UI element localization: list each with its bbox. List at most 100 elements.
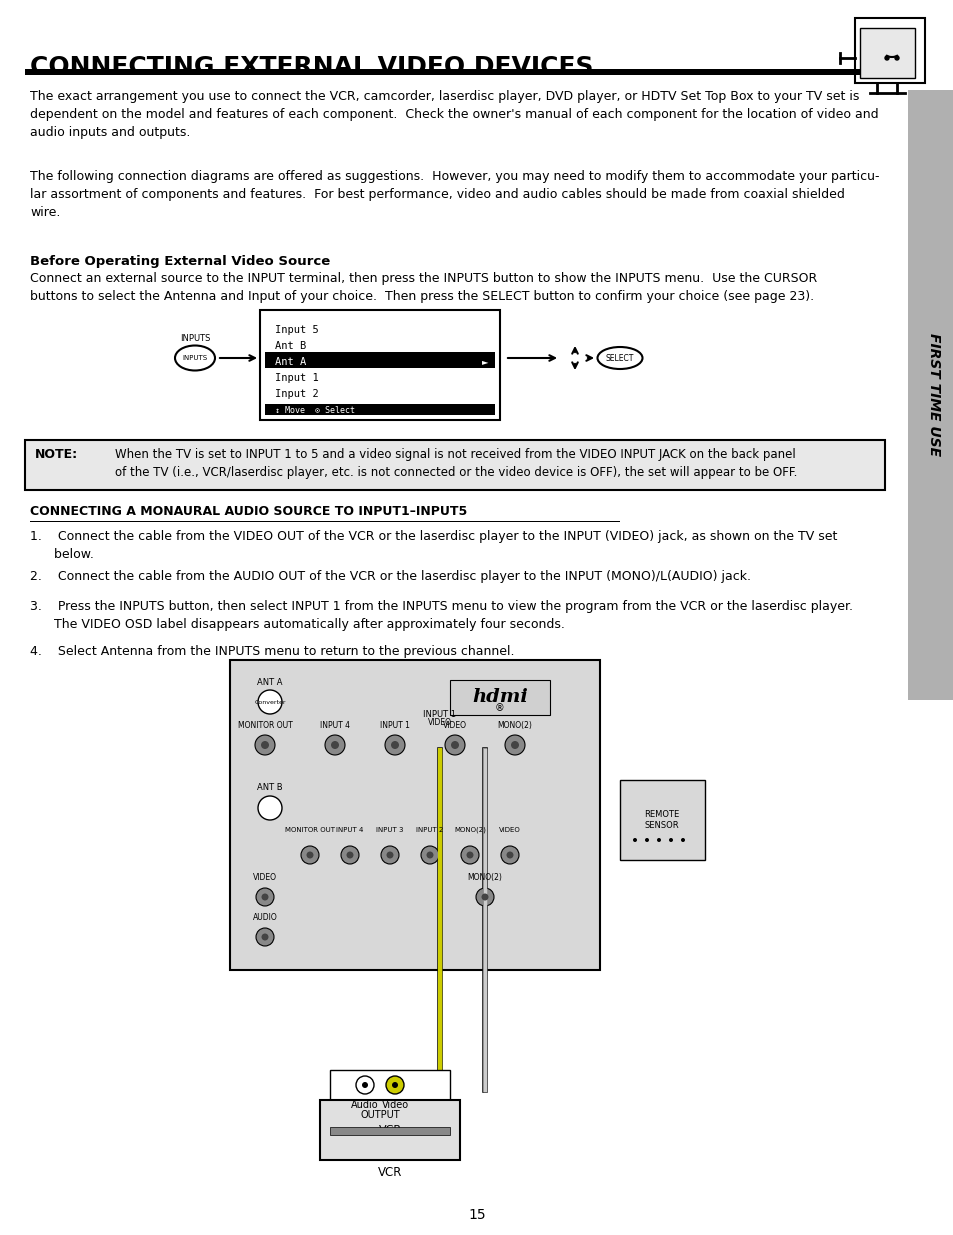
Circle shape: [644, 839, 648, 842]
Circle shape: [331, 741, 338, 748]
Bar: [330, 1128, 450, 1135]
Circle shape: [481, 893, 488, 900]
Text: VIDEO: VIDEO: [253, 873, 276, 882]
Text: ANT B: ANT B: [257, 783, 282, 792]
Text: Converter: Converter: [254, 699, 286, 704]
Bar: [260, 310, 499, 420]
Circle shape: [386, 851, 393, 858]
Text: INPUT 1: INPUT 1: [423, 710, 456, 719]
Text: VIDEO: VIDEO: [428, 718, 452, 727]
Circle shape: [500, 846, 518, 864]
Bar: [330, 1070, 450, 1100]
Text: Input 5: Input 5: [274, 325, 318, 335]
Bar: [30, 520, 619, 522]
Text: SELECT: SELECT: [605, 353, 634, 363]
Bar: [859, 28, 914, 78]
Text: The following connection diagrams are offered as suggestions.  However, you may : The following connection diagrams are of…: [30, 170, 879, 219]
Circle shape: [255, 927, 274, 946]
Text: CONNECTING A MONAURAL AUDIO SOURCE TO INPUT1–INPUT5: CONNECTING A MONAURAL AUDIO SOURCE TO IN…: [30, 505, 467, 517]
Circle shape: [460, 846, 478, 864]
Text: Input 1: Input 1: [274, 373, 318, 383]
Circle shape: [420, 846, 438, 864]
Text: Video: Video: [381, 1100, 408, 1110]
Bar: [265, 404, 495, 415]
Text: MONITOR OUT: MONITOR OUT: [237, 720, 292, 730]
Circle shape: [261, 934, 268, 941]
Circle shape: [346, 851, 354, 858]
Circle shape: [257, 690, 282, 714]
Text: VCR: VCR: [377, 1166, 402, 1178]
Circle shape: [261, 741, 269, 748]
Circle shape: [633, 839, 637, 842]
Text: ®: ®: [495, 703, 504, 713]
Circle shape: [476, 888, 494, 906]
Circle shape: [884, 56, 888, 61]
Text: 2.    Connect the cable from the AUDIO OUT of the VCR or the laserdisc player to: 2. Connect the cable from the AUDIO OUT …: [30, 571, 750, 583]
Circle shape: [392, 1082, 397, 1088]
Text: FIRST TIME USE: FIRST TIME USE: [926, 333, 940, 457]
Text: When the TV is set to INPUT 1 to 5 and a video signal is not received from the V: When the TV is set to INPUT 1 to 5 and a…: [115, 448, 797, 479]
Text: INPUT 4: INPUT 4: [319, 720, 350, 730]
Circle shape: [506, 851, 513, 858]
Bar: [319, 1100, 459, 1160]
Circle shape: [466, 851, 473, 858]
Text: ►: ►: [481, 357, 488, 367]
Text: hdmi: hdmi: [472, 688, 527, 706]
Text: CONNECTING EXTERNAL VIDEO DEVICES: CONNECTING EXTERNAL VIDEO DEVICES: [30, 56, 593, 79]
Circle shape: [657, 839, 660, 842]
Text: INPUT 1: INPUT 1: [379, 720, 410, 730]
Text: Before Operating External Video Source: Before Operating External Video Source: [30, 254, 330, 268]
Text: Input 2: Input 2: [274, 389, 318, 399]
Text: MONO(2): MONO(2): [497, 720, 532, 730]
Circle shape: [325, 735, 345, 755]
Text: 4.    Select Antenna from the INPUTS menu to return to the previous channel.: 4. Select Antenna from the INPUTS menu t…: [30, 645, 514, 658]
Circle shape: [301, 846, 318, 864]
Text: MONO(2): MONO(2): [454, 826, 485, 834]
Ellipse shape: [174, 346, 214, 370]
Text: INPUT 3: INPUT 3: [375, 827, 403, 832]
Text: MONITOR OUT: MONITOR OUT: [285, 827, 335, 832]
Text: Connect an external source to the INPUT terminal, then press the INPUTS button t: Connect an external source to the INPUT …: [30, 272, 817, 303]
Text: REMOTE
SENSOR: REMOTE SENSOR: [643, 810, 679, 830]
Circle shape: [511, 741, 518, 748]
Text: Ant A: Ant A: [274, 357, 306, 367]
Circle shape: [426, 851, 433, 858]
Circle shape: [391, 741, 398, 748]
Circle shape: [306, 851, 314, 858]
Text: ANT A: ANT A: [257, 678, 282, 687]
Circle shape: [361, 1082, 368, 1088]
Text: Ant B: Ant B: [274, 341, 306, 351]
Text: INPUTS: INPUTS: [182, 354, 208, 361]
Circle shape: [504, 735, 524, 755]
Text: Audio: Audio: [351, 1100, 378, 1110]
Bar: [619, 781, 704, 860]
Text: INPUTS: INPUTS: [179, 333, 210, 342]
Text: VIDEO: VIDEO: [498, 827, 520, 832]
Text: 1.    Connect the cable from the VIDEO OUT of the VCR or the laserdisc player to: 1. Connect the cable from the VIDEO OUT …: [30, 530, 837, 561]
Text: 15: 15: [468, 1208, 485, 1221]
Text: VCR: VCR: [378, 1125, 401, 1135]
Circle shape: [380, 846, 398, 864]
Text: INPUT 4: INPUT 4: [336, 827, 363, 832]
Bar: [230, 659, 599, 969]
Circle shape: [444, 735, 464, 755]
Circle shape: [254, 735, 274, 755]
Bar: [265, 352, 495, 368]
Text: AUDIO: AUDIO: [253, 913, 277, 923]
Circle shape: [451, 741, 458, 748]
Bar: [25, 440, 884, 490]
Circle shape: [255, 888, 274, 906]
Ellipse shape: [597, 347, 641, 369]
Text: NOTE:: NOTE:: [35, 448, 78, 461]
Circle shape: [257, 797, 282, 820]
Bar: [450, 680, 550, 715]
Bar: [25, 69, 859, 75]
Bar: [854, 19, 924, 83]
Circle shape: [668, 839, 672, 842]
Circle shape: [385, 735, 405, 755]
Circle shape: [355, 1076, 374, 1094]
Circle shape: [386, 1076, 403, 1094]
Bar: [907, 90, 953, 700]
Circle shape: [261, 893, 268, 900]
Text: INPUT 2: INPUT 2: [416, 827, 443, 832]
